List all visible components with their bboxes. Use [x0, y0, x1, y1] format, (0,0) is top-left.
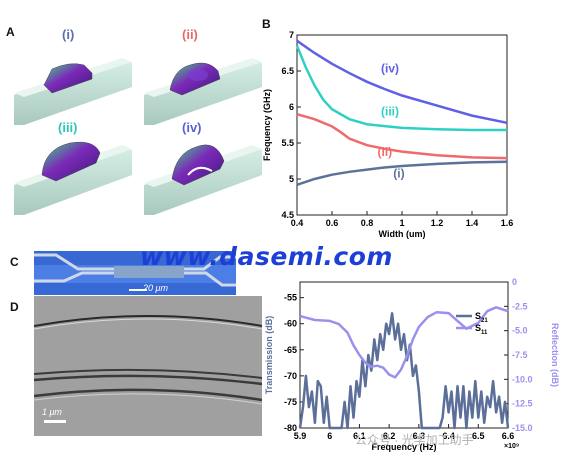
scale-label-20um: 20 μm	[143, 283, 168, 293]
series-label: (iii)	[381, 105, 399, 119]
y-tick-label: -80	[284, 423, 297, 433]
transmission-reflection-chart: 5.9 6 6.1 6.2 6.3 6.4 6.5 6.6 ×10⁹ -80 -75 -70 -65 -6…	[264, 277, 560, 452]
device-micrograph	[34, 251, 236, 295]
y-tick-label: 5.5	[281, 138, 294, 148]
x-tick-label: 0.8	[361, 218, 374, 228]
y-tick-label: 6.5	[281, 66, 294, 76]
label-iv: (iv)	[182, 120, 202, 135]
x-tick-label: 6.5	[472, 431, 485, 441]
panel-d-letter: D	[10, 300, 19, 314]
x-tick-label: 1.4	[466, 218, 479, 228]
x-tick-label: 1.2	[431, 218, 444, 228]
series-label: (ii)	[378, 145, 393, 159]
rendering-iii	[14, 141, 132, 215]
series-line-i	[296, 160, 508, 186]
y-tick-label: -60	[284, 319, 297, 329]
x-tick-label: 6	[327, 431, 332, 441]
y-axis-label: Transmission (dB)	[264, 316, 274, 395]
x-tick-label: 1	[399, 218, 404, 228]
y2-axis-label: Reflection (dB)	[550, 323, 560, 387]
sem-image	[34, 296, 262, 436]
y2-tick-label: -10.0	[512, 374, 533, 384]
y2-tick-label: -5.0	[512, 326, 528, 336]
rendering-ii	[144, 58, 262, 125]
x-tick-label: 0.4	[291, 218, 304, 228]
y-tick-label: 6	[289, 102, 294, 112]
y-axis-label: Frequency (GHz)	[262, 89, 272, 161]
rendering-i	[14, 58, 132, 125]
x-axis-label: Width (um)	[379, 229, 426, 239]
sem-image-svg	[34, 296, 262, 436]
series-line-ii	[296, 112, 508, 160]
x-tick-label: 0.6	[326, 218, 339, 228]
x-tick-label: 6.3	[413, 431, 426, 441]
y2-tick-label: -7.5	[512, 350, 528, 360]
y-tick-label: 4.5	[281, 210, 294, 220]
panel-a-renderings	[12, 35, 262, 215]
y-tick-label: 7	[289, 30, 294, 40]
device-micrograph-svg	[34, 251, 236, 295]
panel-a-letter: A	[6, 25, 15, 39]
panel-b-letter: B	[262, 17, 271, 31]
x-tick-label: 6.2	[383, 431, 396, 441]
watermark-text: www.dasemi.com	[140, 242, 393, 271]
panel-c-letter: C	[10, 255, 19, 269]
legend-label: S11	[475, 323, 488, 336]
series-line-iii	[295, 45, 507, 132]
x-tick-label: 6.6	[502, 431, 515, 441]
y2-tick-label: 0	[512, 277, 517, 287]
series-line-S21	[298, 312, 510, 430]
scale-label-1um: 1 μm	[42, 407, 62, 417]
x-tick-label: 6.1	[353, 431, 366, 441]
x-tick-label: 5.9	[294, 431, 307, 441]
x-exponent: ×10⁹	[504, 443, 519, 450]
y2-tick-label: -2.5	[512, 301, 528, 311]
y-tick-label: -55	[284, 293, 297, 303]
frequency-vs-width-chart: 0.4 0.6 0.8 1 1.2 1.4 1.6 4.5 5 5.5 6 6.5 7 Width (um…	[262, 30, 514, 239]
x-tick-label: 1.6	[501, 218, 514, 228]
label-ii: (ii)	[182, 27, 198, 42]
series-label: (i)	[393, 167, 404, 181]
label-i: (i)	[62, 27, 75, 42]
y-tick-label: -75	[284, 397, 297, 407]
y-tick-label: -70	[284, 371, 297, 381]
series-line-iv	[296, 39, 508, 125]
y-tick-label: 5	[289, 174, 294, 184]
series-label: (iv)	[381, 61, 399, 75]
y2-tick-label: -15.0	[512, 423, 533, 433]
y-tick-label: -65	[284, 345, 297, 355]
x-tick-label: 6.4	[442, 431, 455, 441]
panel-a-svg	[14, 58, 262, 215]
wechat-caption: 公众号 · 光学加工助手	[355, 433, 474, 447]
y2-tick-label: -12.5	[512, 399, 533, 409]
x-axis-label: Frequency (Hz)	[371, 442, 436, 452]
rendering-iv	[144, 144, 262, 215]
label-iii: (iii)	[58, 120, 78, 135]
